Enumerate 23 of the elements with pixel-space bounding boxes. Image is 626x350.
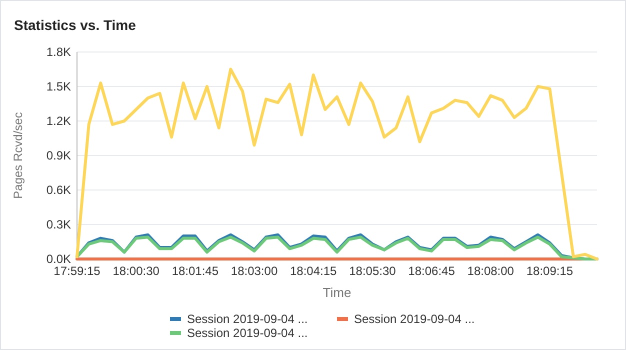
y-axis-title: Pages Rcvd/sec [11, 112, 25, 199]
x-tick-label: 18:00:30 [112, 264, 160, 278]
x-tick-label: 18:05:30 [349, 264, 396, 278]
y-tick-label: 1.2K [46, 114, 71, 128]
y-tick-label: 0.0K [46, 252, 71, 266]
x-tick-label: 18:04:15 [290, 264, 338, 278]
y-tick-label: 1.5K [46, 80, 71, 94]
legend-label: Session 2019-09-04 ... [354, 312, 475, 326]
x-tick-label: 18:01:45 [172, 264, 219, 278]
y-tick-label: 1.8K [46, 45, 71, 60]
line-series [76, 68, 598, 260]
y-tick-label: 0.9K [46, 148, 71, 163]
x-tick-label: 18:03:00 [230, 264, 278, 278]
x-axis-title: Time [322, 285, 352, 300]
y-tick-label: 0.6K [46, 183, 71, 198]
x-tick-label: 18:08:00 [467, 264, 514, 278]
chart-title: Statistics vs. Time [14, 17, 136, 33]
x-tick-label: 18:06:45 [408, 264, 456, 278]
x-tick-label: 17:59:15 [54, 264, 101, 278]
x-tick-label: 18:09:15 [526, 264, 574, 278]
legend-label: Session 2019-09-04 ... [187, 312, 308, 326]
y-tick-label: 0.3K [46, 218, 71, 232]
legend-label: Session 2019-09-04 ... [187, 326, 308, 340]
